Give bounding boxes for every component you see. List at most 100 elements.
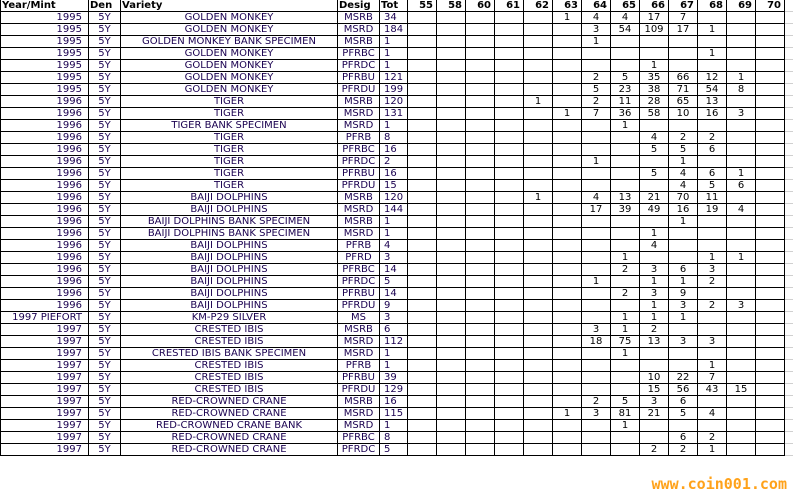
grade-cell-61[interactable] [494, 107, 524, 120]
grade-cell-60[interactable] [465, 263, 495, 276]
grade-cell-63[interactable] [552, 59, 582, 72]
designation-cell[interactable]: MSRB [337, 215, 380, 228]
variety-cell[interactable]: GOLDEN MONKEY BANK SPECIMEN [120, 35, 338, 48]
grade-cell-69[interactable] [726, 443, 756, 456]
variety-cell[interactable]: BAIJI DOLPHINS [120, 287, 338, 300]
table-row[interactable]: 1997 PIEFORT 5Y KM-P29 SILVER MS 3 1 1 1 [0, 311, 785, 324]
grade-cell-60[interactable] [465, 143, 495, 156]
designation-cell[interactable]: PFRDC [337, 443, 380, 456]
grade-cell-68[interactable] [697, 239, 727, 252]
denomination-cell[interactable]: 5Y [88, 431, 121, 444]
grade-cell-64[interactable] [581, 47, 611, 60]
variety-cell[interactable]: CRESTED IBIS [120, 359, 338, 372]
grade-cell-69[interactable] [726, 359, 756, 372]
grade-cell-70[interactable] [755, 11, 785, 24]
grade-cell-62[interactable] [523, 179, 553, 192]
table-row[interactable]: 1996 5Y TIGER MSRD 131 1 7 36 58 10 16 3 [0, 107, 785, 120]
total-cell[interactable]: 6 [379, 323, 408, 336]
grade-cell-67[interactable] [668, 59, 698, 72]
grade-cell-70[interactable] [755, 23, 785, 36]
grade-cell-60[interactable] [465, 131, 495, 144]
grade-cell-67[interactable] [668, 419, 698, 432]
grade-cell-68[interactable]: 2 [697, 299, 727, 312]
grade-cell-62[interactable] [523, 167, 553, 180]
grade-cell-61[interactable] [494, 83, 524, 96]
grade-cell-55[interactable] [407, 167, 437, 180]
table-row[interactable]: 1996 5Y TIGER PFRDC 2 1 1 [0, 155, 785, 168]
grade-cell-62[interactable] [523, 395, 553, 408]
grade-cell-65[interactable] [610, 227, 640, 240]
variety-cell[interactable]: TIGER [120, 179, 338, 192]
grade-cell-64[interactable]: 1 [581, 275, 611, 288]
table-row[interactable]: 1995 5Y GOLDEN MONKEY MSRB 34 1 4 4 17 7 [0, 11, 785, 24]
grade-cell-67[interactable] [668, 227, 698, 240]
grade-cell-67[interactable]: 2 [668, 443, 698, 456]
table-row[interactable]: 1996 5Y BAIJI DOLPHINS MSRB 120 1 4 13 21 70 11 [0, 191, 785, 204]
grade-cell-69[interactable] [726, 263, 756, 276]
grade-cell-63[interactable] [552, 383, 582, 396]
denomination-cell[interactable]: 5Y [88, 203, 121, 216]
grade-cell-62[interactable] [523, 371, 553, 384]
grade-cell-65[interactable]: 2 [610, 287, 640, 300]
grade-cell-60[interactable] [465, 239, 495, 252]
grade-cell-63[interactable]: 1 [552, 107, 582, 120]
grade-cell-66[interactable]: 21 [639, 191, 669, 204]
column-header[interactable]: 68 [697, 0, 727, 12]
denomination-cell[interactable]: 5Y [88, 215, 121, 228]
total-cell[interactable]: 121 [379, 71, 408, 84]
designation-cell[interactable]: MSRD [337, 107, 380, 120]
grade-cell-62[interactable] [523, 263, 553, 276]
grade-cell-66[interactable]: 49 [639, 203, 669, 216]
denomination-cell[interactable]: 5Y [88, 59, 121, 72]
grade-cell-61[interactable] [494, 59, 524, 72]
grade-cell-66[interactable]: 17 [639, 11, 669, 24]
grade-cell-62[interactable] [523, 11, 553, 24]
column-header[interactable]: Year/Mint [0, 0, 89, 12]
grade-cell-65[interactable] [610, 131, 640, 144]
total-cell[interactable]: 8 [379, 431, 408, 444]
grade-cell-67[interactable] [668, 323, 698, 336]
total-cell[interactable]: 14 [379, 287, 408, 300]
grade-cell-60[interactable] [465, 167, 495, 180]
grade-cell-68[interactable]: 2 [697, 275, 727, 288]
grade-cell-55[interactable] [407, 251, 437, 264]
variety-cell[interactable]: GOLDEN MONKEY [120, 83, 338, 96]
grade-cell-60[interactable] [465, 419, 495, 432]
grade-cell-55[interactable] [407, 347, 437, 360]
grade-cell-55[interactable] [407, 107, 437, 120]
denomination-cell[interactable]: 5Y [88, 35, 121, 48]
grade-cell-61[interactable] [494, 383, 524, 396]
grade-cell-61[interactable] [494, 419, 524, 432]
grade-cell-67[interactable] [668, 119, 698, 132]
denomination-cell[interactable]: 5Y [88, 299, 121, 312]
designation-cell[interactable]: MSRB [337, 35, 380, 48]
grade-cell-64[interactable] [581, 347, 611, 360]
grade-cell-60[interactable] [465, 347, 495, 360]
grade-cell-63[interactable] [552, 371, 582, 384]
denomination-cell[interactable]: 5Y [88, 227, 121, 240]
designation-cell[interactable]: PFRBC [337, 47, 380, 60]
grade-cell-61[interactable] [494, 263, 524, 276]
grade-cell-70[interactable] [755, 323, 785, 336]
grade-cell-61[interactable] [494, 191, 524, 204]
grade-cell-65[interactable] [610, 59, 640, 72]
grade-cell-58[interactable] [436, 191, 466, 204]
grade-cell-68[interactable]: 2 [697, 131, 727, 144]
grade-cell-68[interactable]: 1 [697, 359, 727, 372]
grade-cell-65[interactable]: 4 [610, 11, 640, 24]
variety-cell[interactable]: BAIJI DOLPHINS BANK SPECIMEN [120, 227, 338, 240]
grade-cell-62[interactable] [523, 383, 553, 396]
grade-cell-66[interactable]: 4 [639, 131, 669, 144]
grade-cell-63[interactable] [552, 323, 582, 336]
grade-cell-69[interactable] [726, 323, 756, 336]
grade-cell-58[interactable] [436, 335, 466, 348]
grade-cell-66[interactable]: 3 [639, 395, 669, 408]
variety-cell[interactable]: RED-CROWNED CRANE [120, 407, 338, 420]
grade-cell-60[interactable] [465, 371, 495, 384]
grade-cell-69[interactable] [726, 119, 756, 132]
grade-cell-65[interactable] [610, 167, 640, 180]
variety-cell[interactable]: BAIJI DOLPHINS [120, 239, 338, 252]
grade-cell-61[interactable] [494, 167, 524, 180]
designation-cell[interactable]: MSRB [337, 191, 380, 204]
grade-cell-55[interactable] [407, 323, 437, 336]
